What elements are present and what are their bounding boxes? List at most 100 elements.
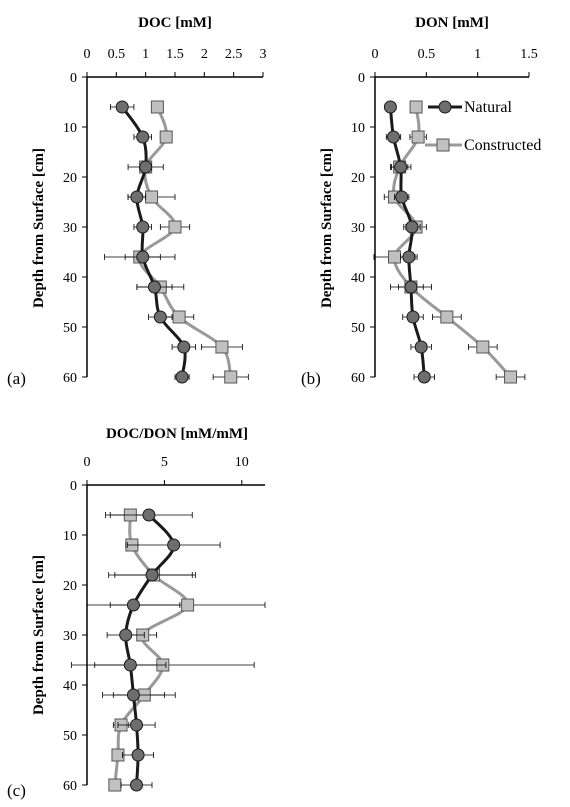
panel-a-x-tick-label: 3 <box>260 47 267 62</box>
panel-b-y-tick-label: 0 <box>358 71 365 86</box>
panel-a-constructed-point <box>168 220 182 234</box>
panel-doc-don-ratio: DOC/DON [mM/mM] Depth from Surface [cm] … <box>7 426 266 800</box>
panel-a-constructed-point <box>145 190 159 204</box>
panel-a-y-tick-label: 60 <box>63 371 77 386</box>
panel-b-natural-point <box>414 340 428 354</box>
panel-a-natural-point <box>115 100 129 114</box>
panel-b-constructed-line <box>392 106 512 379</box>
panel-c-x-tick-label: 5 <box>161 455 168 470</box>
panel-a-y-tick-label: 0 <box>70 71 77 86</box>
panel-a-x-tick-label: 0.5 <box>108 47 126 62</box>
legend-constructed-marker <box>436 138 450 152</box>
panel-a-natural-point <box>139 160 153 174</box>
panel-b-ylabel: Depth from Surface [cm] <box>319 148 335 308</box>
panel-c-natural-line <box>124 513 176 786</box>
panel-b-title: DON [mM] <box>415 15 489 31</box>
panel-b-x-tick-label: 0.5 <box>418 47 436 62</box>
panel-c-natural-point <box>130 778 144 792</box>
panel-c-label: (c) <box>7 781 26 800</box>
panel-b-constructed-point <box>476 340 490 354</box>
panel-a-natural-point <box>136 250 150 264</box>
panel-b-y-tick-label: 20 <box>351 171 365 186</box>
panel-c-natural-point <box>126 688 140 702</box>
panel-a-x-tick-label: 1 <box>142 47 149 62</box>
panel-c-natural-point <box>119 628 133 642</box>
panel-doc: DOC [mM] Depth from Surface [cm] (a) 0 0.… <box>7 15 267 388</box>
panel-b-y-tick-label: 10 <box>351 121 365 136</box>
panel-b-x-tick-label: 1.5 <box>520 47 538 62</box>
panel-b-y-tick-label: 50 <box>351 321 365 336</box>
panel-b-plot: 0 0.5 1 1.5 0 10 20 30 40 50 60 <box>351 47 538 386</box>
panel-a-natural-point <box>136 130 150 144</box>
panel-c-x-tick-label: 0 <box>84 455 91 470</box>
panel-b-natural-point <box>383 100 397 114</box>
panel-a-x-tick-label: 0 <box>84 47 91 62</box>
panel-b-x-tick-label: 1 <box>474 47 481 62</box>
panel-c-title: DOC/DON [mM/mM] <box>106 426 248 442</box>
panel-a-constructed-point <box>159 130 173 144</box>
panel-b-constructed-point <box>440 310 454 324</box>
panel-c-y-tick-label: 20 <box>63 579 77 594</box>
panel-b-natural-point <box>402 250 416 264</box>
panel-b-label: (b) <box>301 369 321 388</box>
panel-a-y-tick-label: 50 <box>63 321 77 336</box>
panel-b-natural-point <box>404 280 418 294</box>
panel-b-x-tick-label: 0 <box>372 47 379 62</box>
legend: Natural Constructed <box>425 99 541 154</box>
panel-c-y-tick-label: 40 <box>63 679 77 694</box>
panel-a-y-tick-label: 30 <box>63 221 77 236</box>
panel-a-natural-point <box>153 310 167 324</box>
panel-a-natural-point <box>147 280 161 294</box>
panel-a-x-tick-label: 1.5 <box>166 47 184 62</box>
panel-c-natural-point <box>142 508 156 522</box>
panel-a-x-tick-label: 2 <box>201 47 208 62</box>
panel-a-constructed-point <box>172 310 186 324</box>
panel-b-constructed-point <box>388 250 402 264</box>
panel-c-constructed-point <box>181 598 195 612</box>
panel-a-constructed-point <box>215 340 229 354</box>
panel-a-label: (a) <box>7 369 26 388</box>
panel-c-natural-point <box>167 538 181 552</box>
panel-c-y-tick-label: 60 <box>63 779 77 794</box>
panel-a-natural-point <box>136 220 150 234</box>
panel-b-y-tick-label: 60 <box>351 371 365 386</box>
panel-c-y-tick-label: 50 <box>63 729 77 744</box>
panel-a-y-tick-label: 40 <box>63 271 77 286</box>
panel-c-natural-point <box>126 598 140 612</box>
panel-a-natural-point <box>130 190 144 204</box>
panel-b-natural-point <box>386 130 400 144</box>
panel-c-constructed-point <box>108 778 122 792</box>
legend-natural-label: Natural <box>464 99 513 116</box>
panel-b-y-tick-label: 30 <box>351 221 365 236</box>
panel-c-y-tick-label: 10 <box>63 529 77 544</box>
panel-b-natural-point <box>394 160 408 174</box>
panel-c-constructed-line <box>113 514 190 786</box>
panel-c-y-tick-label: 30 <box>63 629 77 644</box>
panel-c-x-tick-label: 10 <box>235 455 249 470</box>
panel-b-natural-point <box>405 220 419 234</box>
panel-b-constructed-point <box>504 370 518 384</box>
panel-a-natural-point <box>177 340 191 354</box>
panel-a-natural-point <box>175 370 189 384</box>
panel-a-x-tick-label: 2.5 <box>225 47 243 62</box>
panel-b-y-tick-label: 40 <box>351 271 365 286</box>
panel-b-natural-point <box>417 370 431 384</box>
panel-a-constructed-point <box>224 370 238 384</box>
panel-a-y-tick-label: 20 <box>63 171 77 186</box>
panel-don: DON [mM] Depth from Surface [cm] (b) 0 0.… <box>301 15 541 388</box>
panel-c-constructed-point <box>111 748 125 762</box>
legend-natural-marker <box>438 100 452 114</box>
panel-b-constructed-point <box>411 130 425 144</box>
panel-b-natural-point <box>406 310 420 324</box>
panel-a-title: DOC [mM] <box>138 15 212 31</box>
panel-c-plot: 0 5 10 0 10 20 30 40 50 60 <box>63 455 266 794</box>
panel-a-y-tick-label: 10 <box>63 121 77 136</box>
panel-a-constructed-line <box>138 106 233 378</box>
panel-b-constructed-point <box>409 100 423 114</box>
legend-constructed-label: Constructed <box>464 137 541 154</box>
panel-c-natural-point <box>131 748 145 762</box>
panel-c-natural-point <box>145 568 159 582</box>
panel-c-ylabel: Depth from Surface [cm] <box>31 555 47 715</box>
